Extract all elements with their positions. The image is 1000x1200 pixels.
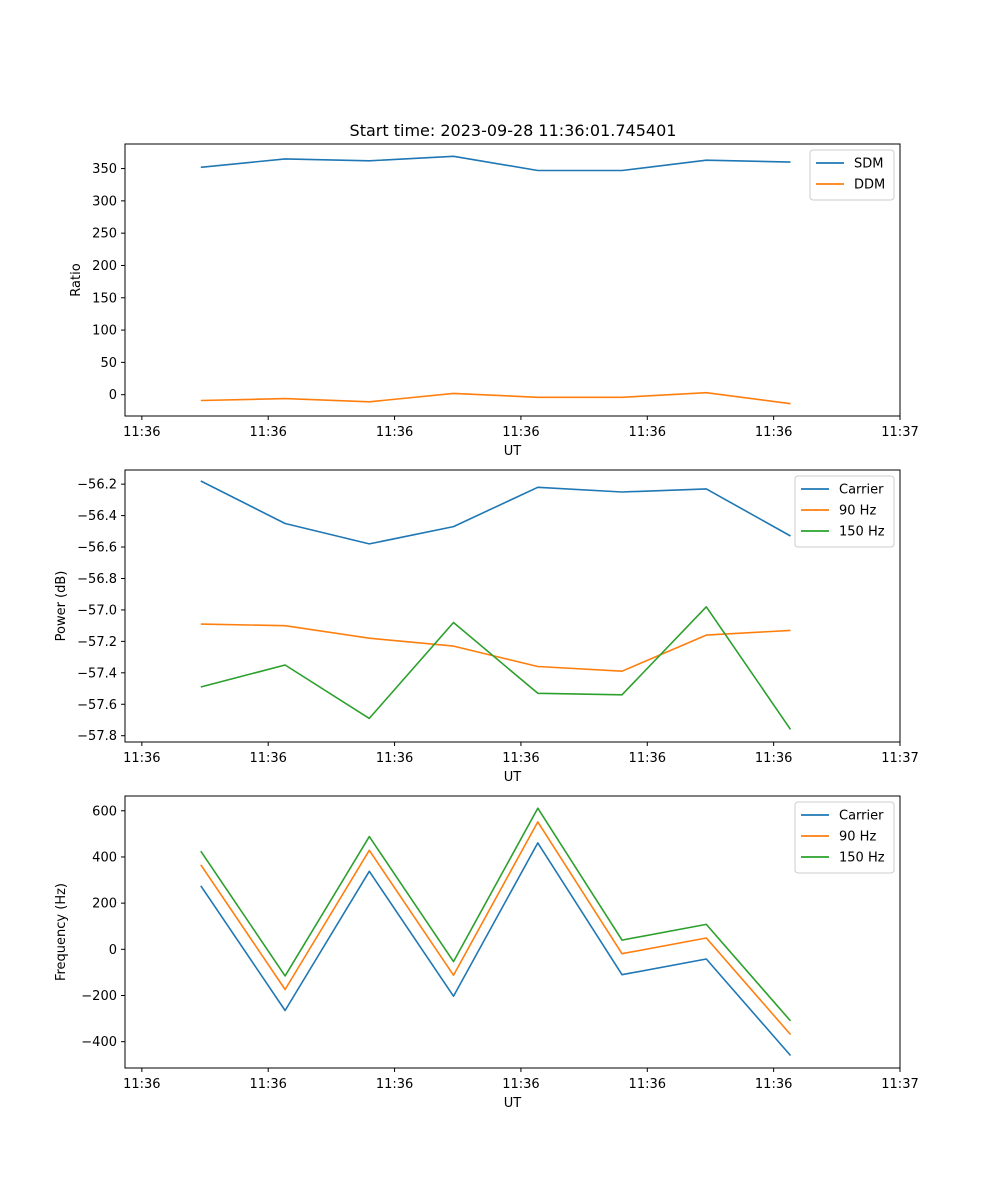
y-tick-label: 150 [92, 291, 117, 306]
x-tick-label: 11:36 [629, 1077, 666, 1092]
x-tick-label: 11:37 [881, 751, 918, 766]
series-line-sdm [200, 155, 791, 172]
y-tick-label: −56.2 [77, 478, 117, 493]
x-tick-label: 11:36 [376, 425, 413, 440]
x-tick-label: 11:36 [755, 751, 792, 766]
y-tick-label: −56.8 [77, 572, 117, 587]
panel-3: 11:36 11:36 11:36 11:36 11:36 11:36 11:37 −400 −… [54, 795, 919, 1111]
x-tick-label: 11:36 [629, 425, 666, 440]
y-tick-label: 600 [92, 804, 117, 819]
y-axis-label: Ratio [69, 263, 84, 296]
y-tick-label: −200 [81, 989, 117, 1004]
y-tick-label: 350 [92, 162, 117, 177]
y-tick-label: 50 [100, 356, 117, 371]
series-line-ddm [200, 391, 791, 405]
axes-frame [124, 469, 901, 743]
y-tick-label: −57.6 [77, 698, 117, 713]
legend-box [794, 475, 895, 548]
series-line-150-hz [200, 807, 792, 1022]
x-tick-label: 11:36 [249, 1077, 286, 1092]
x-tick-label: 11:36 [629, 751, 666, 766]
x-tick-label: 11:36 [376, 1077, 413, 1092]
legend-box [794, 801, 895, 874]
y-tick-label: 200 [92, 897, 117, 912]
legend-label: Carrier [839, 483, 884, 498]
x-axis-label: UT [504, 444, 522, 459]
series-line-150-hz [200, 605, 792, 730]
axes-frame [124, 795, 901, 1069]
x-tick-label: 11:37 [881, 425, 918, 440]
x-tick-label: 11:36 [755, 1077, 792, 1092]
x-axis-label: UT [504, 770, 522, 785]
y-tick-label: 0 [109, 388, 117, 403]
legend: Carrier 90 Hz 150 Hz [794, 475, 895, 548]
y-tick-label: −57.4 [77, 666, 117, 681]
legend-label: 150 Hz [839, 525, 885, 540]
series-line-90-hz [200, 821, 792, 1036]
y-tick-label: −400 [81, 1035, 117, 1050]
legend: SDM DDM [809, 149, 895, 201]
y-tick-label: 100 [92, 324, 117, 339]
legend: Carrier 90 Hz 150 Hz [794, 801, 895, 874]
y-axis-label: Frequency (Hz) [54, 883, 69, 981]
y-tick-label: 200 [92, 259, 117, 274]
x-tick-label: 11:36 [502, 751, 539, 766]
axes-frame [124, 143, 901, 417]
y-tick-label: 400 [92, 850, 117, 865]
legend-label: SDM [854, 157, 883, 172]
y-tick-label: −57.0 [77, 603, 117, 618]
legend-label: 150 Hz [839, 851, 885, 866]
x-tick-label: 11:36 [123, 1077, 160, 1092]
x-tick-label: 11:36 [502, 1077, 539, 1092]
chart-title: Start time: 2023-09-28 11:36:01.745401 [350, 121, 677, 140]
y-tick-label: −57.8 [77, 729, 117, 744]
x-tick-label: 11:36 [502, 425, 539, 440]
panel-1: 11:36 11:36 11:36 11:36 11:36 11:36 11:37 0 50 10… [69, 143, 919, 459]
y-tick-label: −56.4 [77, 509, 117, 524]
series-line-90-hz [200, 623, 791, 673]
series-line-carrier [200, 480, 791, 545]
x-tick-label: 11:36 [376, 751, 413, 766]
x-tick-label: 11:36 [123, 751, 160, 766]
series-line-carrier [200, 842, 792, 1057]
y-axis-label: Power (dB) [54, 571, 69, 642]
y-tick-label: 0 [109, 943, 117, 958]
x-tick-label: 11:36 [755, 425, 792, 440]
x-axis-label: UT [504, 1096, 522, 1111]
legend-label: DDM [854, 178, 885, 193]
x-tick-label: 11:36 [249, 425, 286, 440]
y-tick-label: −56.6 [77, 541, 117, 556]
y-tick-label: 250 [92, 227, 117, 242]
panel-2: 11:36 11:36 11:36 11:36 11:36 11:36 11:37 −57.8… [54, 469, 919, 785]
x-tick-label: 11:36 [249, 751, 286, 766]
y-tick-label: 300 [92, 194, 117, 209]
legend-label: Carrier [839, 809, 884, 824]
x-tick-label: 11:36 [123, 425, 160, 440]
y-tick-label: −57.2 [77, 635, 117, 650]
x-tick-label: 11:37 [881, 1077, 918, 1092]
legend-label: 90 Hz [839, 830, 876, 845]
legend-label: 90 Hz [839, 504, 876, 519]
